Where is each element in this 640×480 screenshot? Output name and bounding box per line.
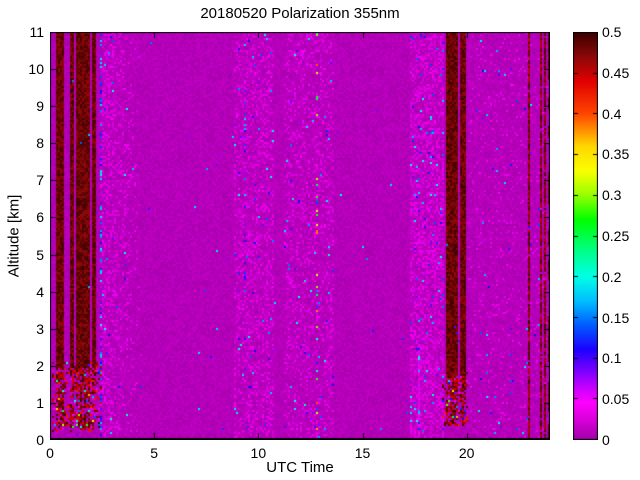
y-axis-label: Altitude [km] xyxy=(5,194,23,278)
chart-title: 20180520 Polarization 355nm xyxy=(200,5,400,22)
colorbar-tick-label: 0.2 xyxy=(602,268,622,285)
y-tick-label: 2 xyxy=(36,357,44,374)
y-tick-label: 9 xyxy=(36,98,44,115)
colorbar-tick-label: 0.3 xyxy=(602,187,622,204)
y-tick-label: 4 xyxy=(36,283,44,300)
y-tick-label: 0 xyxy=(36,432,44,448)
y-tick-label: 11 xyxy=(29,24,44,40)
y-tick-label: 6 xyxy=(36,209,44,226)
heatmap-canvas xyxy=(50,32,550,440)
x-axis-label: UTC Time xyxy=(266,459,334,476)
y-tick-label: 3 xyxy=(36,320,44,337)
x-tick-label: 20 xyxy=(458,445,475,461)
colorbar-tick-label: 0.05 xyxy=(602,391,630,408)
colorbar-tick-label: 0.45 xyxy=(602,64,630,81)
x-tick-label: 10 xyxy=(250,445,267,461)
colorbar-canvas xyxy=(573,32,598,440)
colorbar-tick-label: 0.15 xyxy=(602,309,630,326)
y-tick-label: 7 xyxy=(36,172,44,189)
colorbar-tick-label: 0.4 xyxy=(602,105,622,122)
colorbar-tick-label: 0.25 xyxy=(602,228,630,244)
x-tick-label: 15 xyxy=(354,445,371,461)
y-tick-label: 8 xyxy=(36,135,44,152)
x-tick-label: 5 xyxy=(150,445,159,461)
y-tick-label: 1 xyxy=(36,394,44,411)
colorbar-tick-label: 0.5 xyxy=(602,24,622,40)
colorbar-tick-label: 0.35 xyxy=(602,146,630,163)
colorbar-tick-label: 0.1 xyxy=(602,350,622,367)
y-tick-label: 5 xyxy=(36,246,44,263)
colorbar-tick-label: 0 xyxy=(602,432,610,448)
x-tick-label: 0 xyxy=(46,445,54,461)
y-tick-label: 10 xyxy=(28,61,44,78)
